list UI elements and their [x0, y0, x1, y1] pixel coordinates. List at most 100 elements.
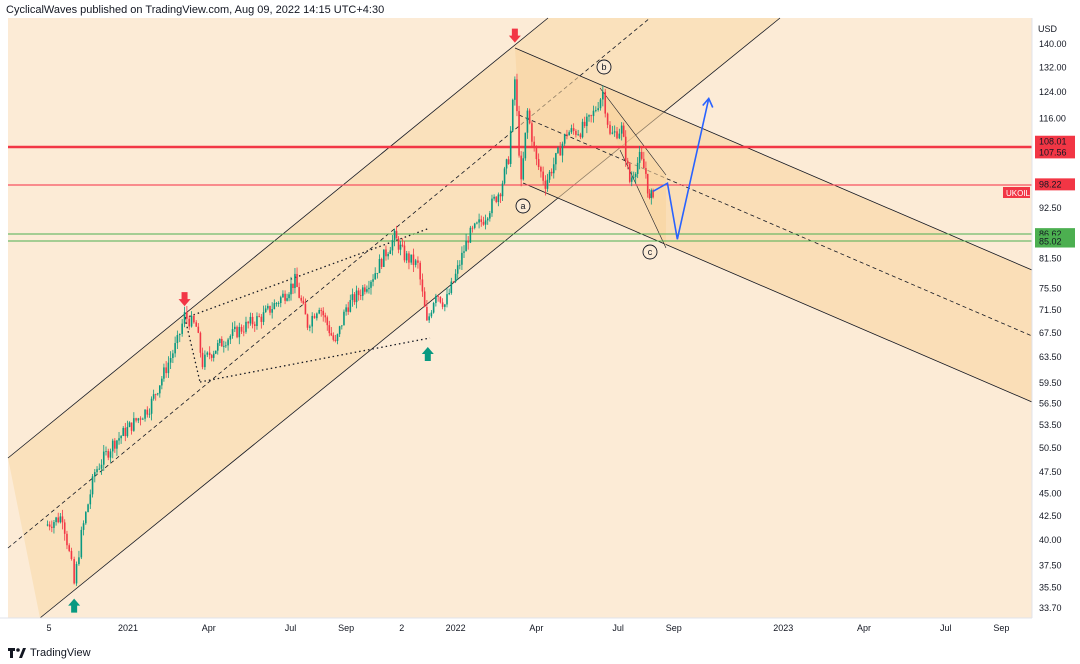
falling-channel-median-line	[518, 114, 1033, 337]
candle-body	[501, 183, 504, 197]
time-tick-label: 5	[47, 623, 52, 633]
candle-body	[408, 253, 410, 263]
candle-body	[251, 316, 254, 325]
price-tick-label: 37.50	[1039, 561, 1062, 571]
price-tick-label: 124.00	[1039, 87, 1067, 97]
wave-label-circle	[515, 198, 531, 214]
candle-body	[109, 451, 112, 458]
candle-body	[85, 512, 87, 524]
candle-body	[397, 238, 400, 250]
candle-body	[622, 125, 625, 137]
candle-body	[412, 254, 415, 265]
time-tick-label: Jul	[612, 623, 624, 633]
candle-body	[318, 310, 320, 314]
candle-body	[499, 194, 502, 197]
candle-body	[493, 196, 495, 199]
candle-body	[507, 159, 510, 164]
price-tick-label: 47.50	[1039, 467, 1062, 477]
candle-body	[256, 316, 258, 326]
candle-body	[249, 316, 252, 324]
candle-body	[258, 316, 260, 317]
candle-body	[561, 143, 564, 156]
candle-body	[135, 418, 137, 421]
candle-body	[437, 295, 439, 297]
candle-body	[372, 279, 374, 282]
price-tick-label: 53.50	[1039, 420, 1062, 430]
falling-channel-upper-line	[514, 47, 1033, 271]
candle-body	[78, 557, 80, 565]
candle-body	[426, 306, 428, 321]
candle-body	[53, 522, 55, 528]
candle-body	[197, 326, 200, 333]
candle-body	[636, 162, 639, 174]
candle-body	[242, 331, 245, 333]
symbol-badge-label: UKOIL	[1006, 189, 1031, 198]
candle-body	[583, 121, 586, 127]
candle-body	[294, 273, 296, 289]
candle-body	[432, 303, 435, 313]
candle-body	[526, 110, 529, 133]
footer-brand: TradingView	[8, 645, 91, 661]
candle-body	[286, 298, 288, 301]
candle-body	[480, 219, 483, 222]
time-tick-label: Sep	[993, 623, 1009, 633]
candle-body	[524, 132, 527, 159]
price-tick-label: 132.00	[1039, 62, 1067, 72]
candle-body	[68, 545, 71, 551]
footer-brand-text: TradingView	[30, 647, 91, 659]
time-tick-label: Apr	[529, 623, 543, 633]
candle-body	[349, 300, 352, 312]
candle-body	[208, 352, 211, 356]
time-axis[interactable]: 5 2021 Apr Jul Sep 2 2022 Apr Jul Sep 2023 Apr Jul Se…	[47, 623, 1010, 633]
price-tick-label: 86.62	[1039, 229, 1062, 239]
candle-body	[176, 335, 179, 344]
candle-body	[218, 339, 221, 344]
candle-body	[87, 504, 89, 513]
publisher-header: CyclicalWaves published on TradingView.c…	[6, 4, 385, 16]
price-tick-label: 71.50	[1039, 305, 1062, 315]
candle-body	[595, 109, 597, 111]
candle-body	[142, 418, 144, 420]
candle-body	[306, 314, 309, 328]
candle-body	[540, 167, 542, 172]
candle-body	[204, 354, 206, 368]
projection-arrowhead	[702, 97, 714, 108]
candle-body	[105, 451, 107, 452]
candle-body	[566, 134, 568, 136]
candle-body	[366, 289, 368, 292]
candle-body	[107, 451, 110, 458]
candle-body	[632, 176, 635, 178]
candle-body	[279, 297, 282, 304]
candle-body	[55, 517, 57, 523]
candle-body	[269, 305, 271, 313]
candle-body	[159, 385, 161, 394]
triangle-upper-line	[184, 227, 431, 319]
candle-body	[51, 526, 53, 528]
price-tick-label: 116.00	[1039, 113, 1066, 123]
candle-body	[236, 326, 238, 338]
candle-body	[544, 180, 547, 189]
candle-body	[238, 326, 241, 338]
candle-body	[648, 193, 651, 199]
candle-body	[588, 115, 590, 117]
candle-body	[590, 115, 592, 117]
time-tick-label: 2022	[446, 623, 466, 633]
candle-body	[646, 173, 649, 194]
candle-body	[139, 418, 142, 420]
candle-body	[535, 146, 538, 160]
candle-body	[467, 240, 469, 243]
candle-body	[156, 393, 159, 395]
candle-body	[73, 559, 75, 584]
candle-body	[650, 190, 653, 199]
candle-body	[546, 179, 549, 189]
wedge-upper-line	[599, 87, 667, 176]
price-tick-label: 81.50	[1039, 253, 1062, 263]
price-level-badge	[1035, 146, 1075, 159]
candle-body	[495, 196, 498, 202]
candle-body	[190, 315, 193, 327]
candle-body	[516, 79, 518, 112]
candle-body	[359, 295, 362, 296]
candle-body	[376, 273, 379, 274]
